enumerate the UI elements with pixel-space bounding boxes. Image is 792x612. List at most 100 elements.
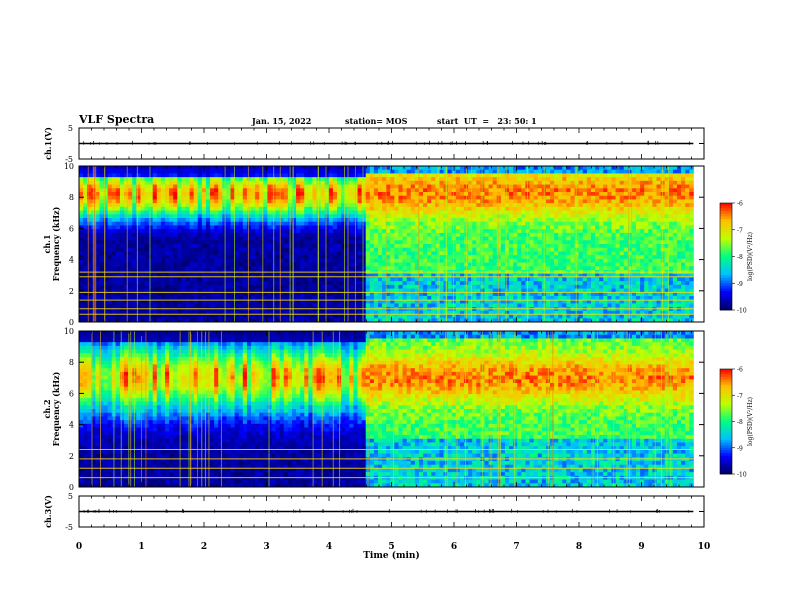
- ch1-spectrogram-cell: [476, 277, 481, 282]
- ch1-spectrogram-cell: [488, 255, 494, 260]
- ch1-spectrogram-cell: [365, 284, 371, 289]
- ch1-spectrogram-cell: [152, 232, 158, 237]
- ch1-spectrogram-cell: [242, 292, 248, 297]
- ch1-spectrogram-cell: [439, 203, 444, 208]
- ch1-spectrogram-cell: [427, 247, 432, 252]
- ch1-spectrogram-cell: [185, 225, 190, 230]
- ch1-spectrogram-cell: [533, 266, 539, 271]
- ch1-spectrogram-cell: [304, 236, 309, 241]
- ch1-spectrogram-cell: [115, 199, 121, 204]
- ch1-spectrogram-cell: [341, 195, 346, 200]
- ch1-spectrogram-cell: [312, 195, 317, 200]
- ch1-spectrogram-cell: [337, 210, 342, 215]
- ch1-spectrogram-cell: [386, 173, 391, 178]
- ch1-spectrogram-cell: [312, 284, 317, 289]
- ch1-spectrogram-cell: [79, 214, 84, 219]
- ch1-spectrogram-cell: [431, 177, 436, 182]
- ch1-spectrogram-cell: [79, 277, 84, 282]
- ch1-spectrogram-cell: [337, 214, 342, 219]
- ch1-spectrogram-cell: [210, 229, 215, 234]
- ch1-spectrogram-cell: [537, 292, 543, 297]
- ch1-spectrogram-cell: [79, 284, 84, 289]
- ch1-spectrogram-cell: [226, 188, 231, 193]
- ch1-spectrogram-cell: [345, 296, 350, 301]
- ch1-spectrogram-cell: [484, 314, 489, 319]
- ch1-spectrogram-cell: [431, 255, 436, 260]
- ch1-spectrogram-cell: [218, 277, 223, 282]
- ch1-spectrogram-cell: [148, 310, 154, 315]
- ch1-spectrogram-cell: [324, 281, 330, 286]
- ch1-spectrogram-cell: [308, 303, 313, 308]
- ch1-spectrogram-cell: [128, 210, 133, 215]
- ch1-spectrogram-cell: [189, 303, 195, 308]
- ch1-spectrogram-cell: [251, 266, 256, 271]
- ch1-spectrogram-cell: [226, 225, 231, 230]
- ch1-spectrogram-cell: [115, 203, 121, 208]
- ch1-spectrogram-cell: [79, 262, 84, 267]
- ch1-spectrogram-cell: [238, 232, 244, 237]
- ch1-spectrogram-cell: [341, 244, 346, 249]
- ch1-spectrogram-cell: [197, 214, 203, 219]
- ch1-spectrogram-cell: [83, 292, 88, 297]
- ch1-spectrogram-cell: [267, 195, 272, 200]
- ch1-spectrogram-cell: [218, 180, 223, 185]
- ch1-spectrogram-cell: [87, 288, 92, 293]
- ch1-spectrogram-cell: [308, 218, 313, 223]
- ch1-spectrogram-cell: [222, 236, 227, 241]
- ch1-spectrogram-cell: [509, 258, 514, 263]
- ch1-spectrogram-cell: [152, 247, 158, 252]
- ch1-spectrogram-cell: [185, 303, 190, 308]
- ch1-spectrogram-cell: [79, 314, 84, 319]
- ch1-spectrogram-cell: [332, 266, 338, 271]
- ch1-spectrogram-cell: [394, 218, 399, 223]
- ch1-spectrogram-cell: [390, 184, 395, 189]
- ch1-spectrogram-cell: [111, 244, 117, 249]
- ch1-spectrogram-cell: [160, 277, 166, 282]
- ch1-spectrogram-cell: [472, 177, 477, 182]
- ch1-spectrogram-cell: [492, 240, 498, 245]
- ch1-spectrogram-cell: [394, 210, 399, 215]
- ch1-spectrogram-cell: [394, 247, 399, 252]
- ch1-spectrogram-cell: [226, 206, 231, 211]
- ch1-spectrogram-cell: [324, 262, 330, 267]
- ch1-spectrogram-cell: [177, 166, 182, 171]
- ch1-spectrogram-cell: [156, 221, 162, 226]
- ch1-spectrogram-cell: [476, 210, 481, 215]
- ch1-spectrogram-cell: [226, 184, 231, 189]
- ch1-spectrogram-cell: [263, 214, 268, 219]
- ch1-spectrogram-cell: [349, 203, 354, 208]
- ch1-spectrogram-cell: [214, 303, 219, 308]
- ch1-spectrogram-cell: [504, 284, 510, 289]
- ch1-spectrogram-cell: [222, 195, 227, 200]
- ch1-spectrogram-cell: [304, 281, 309, 286]
- ch1-spectrogram-cell: [476, 240, 481, 245]
- ch1-spectrogram-cell: [398, 177, 403, 182]
- ch1-spectrogram-cell: [99, 303, 104, 308]
- ch1-spectrogram-cell: [455, 173, 461, 178]
- ch1-spectrogram-cell: [103, 277, 109, 282]
- ch1-spectrogram-cell: [165, 166, 170, 171]
- ch1-spectrogram-cell: [500, 292, 506, 297]
- ch1-spectrogram-cell: [513, 262, 518, 267]
- ch1-spectrogram-cell: [169, 292, 174, 297]
- ch1-spectrogram-cell: [218, 203, 223, 208]
- ch1-spectrogram-cell: [173, 281, 178, 286]
- ch1-spectrogram-cell: [308, 188, 313, 193]
- ch1-spectrogram-cell: [394, 258, 399, 263]
- ch1-spectrogram-cell: [218, 206, 223, 211]
- ch1-spectrogram-cell: [398, 225, 403, 230]
- ch1-spectrogram-cell: [173, 244, 178, 249]
- ch1-spectrogram-cell: [500, 255, 506, 260]
- ch1-spectrogram-cell: [402, 188, 408, 193]
- ch1-spectrogram-cell: [521, 188, 526, 193]
- ch1-spectrogram-cell: [533, 188, 539, 193]
- ch1-spectrogram-cell: [500, 262, 506, 267]
- ch1-spectrogram-cell: [537, 214, 543, 219]
- ch1-spectrogram-cell: [521, 255, 526, 260]
- ch1-spectrogram-cell: [169, 303, 174, 308]
- ch1-spectrogram-cell: [193, 184, 199, 189]
- ch1-spectrogram-cell: [509, 232, 514, 237]
- ch1-spectrogram-cell: [537, 244, 543, 249]
- ch1-spectrogram-cell: [119, 266, 125, 271]
- ch1-spectrogram-cell: [361, 214, 367, 219]
